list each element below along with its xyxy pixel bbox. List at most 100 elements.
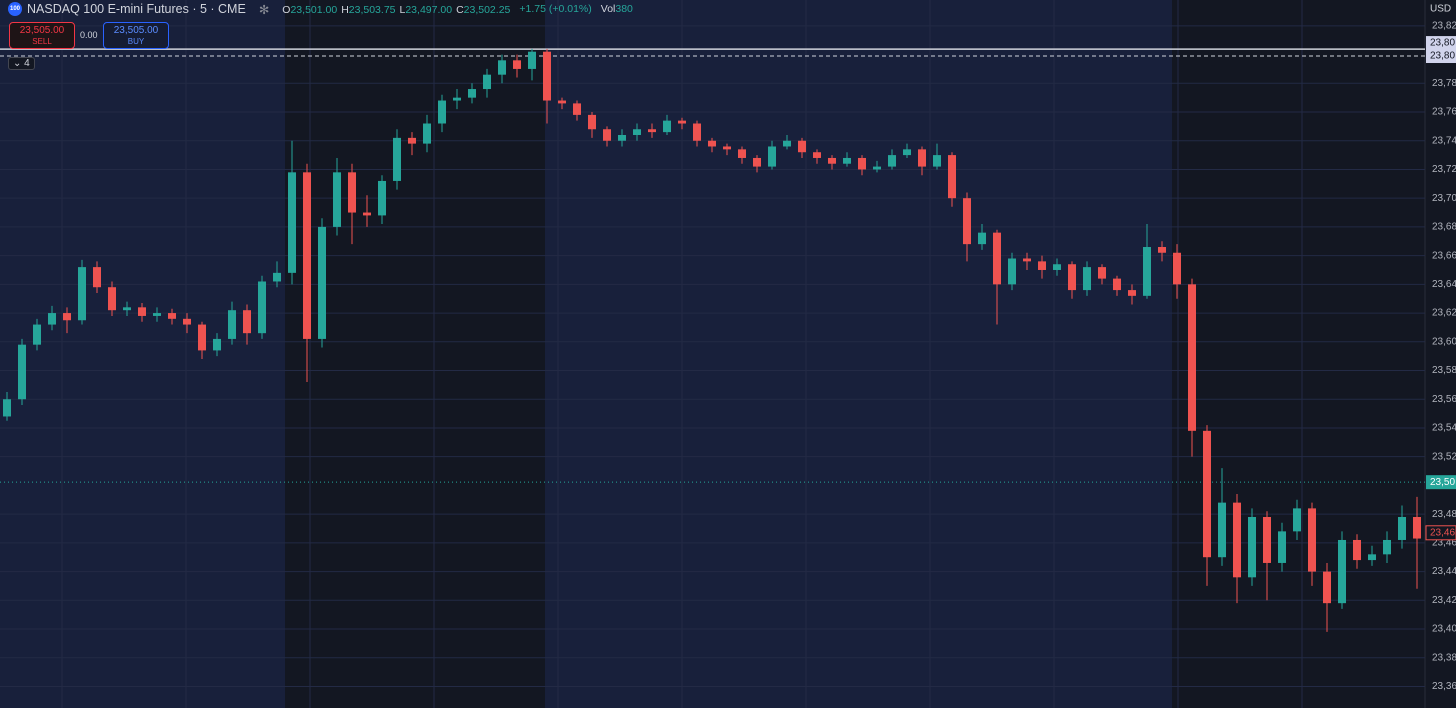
candle-body [1293,508,1301,532]
ohlc-key: L [399,4,406,16]
candle-body [813,152,821,158]
icon: ✻ [258,2,270,17]
candle-body [1008,258,1016,285]
candle-body [1128,290,1136,296]
candle-body [1023,258,1031,262]
candle-body [378,180,386,216]
candle-body [423,123,431,144]
candle-body [1113,278,1121,291]
candle-body [633,129,641,135]
currency: USD [1430,4,1451,15]
volume: 380 [615,3,633,15]
candle-body [618,134,626,141]
volume-label: Vol [600,3,616,15]
candle-body [828,157,836,164]
candle-body [288,172,296,273]
candle-body [1173,252,1181,285]
candle-body [1218,502,1226,558]
candle-body [108,287,116,311]
session-bg [545,0,1172,708]
candle-body [588,114,596,130]
y-tick-label: 23,36 [1432,681,1456,692]
candle-body [168,313,176,319]
y-tick-label: 23,46 [1432,537,1456,548]
symbol: NASDAQ 100 E-mini Futures · 5 · CME [27,2,246,16]
sell-label: SELL [32,36,52,46]
candle-body [33,324,41,345]
candle-body [138,307,146,316]
candle-body [438,100,446,124]
y-tick-label: 23,82 [1432,20,1456,31]
candle-body [1278,531,1286,563]
candle-body [768,146,776,167]
candle-body [1398,516,1406,540]
candle-body [1263,516,1271,563]
candle-body [123,307,131,311]
ohlc-value: 23,501.00 [290,4,338,16]
candle-body [1413,516,1421,539]
symbol-logo: 100 [8,2,22,16]
candle-body [873,166,881,170]
price-label-bg [1425,525,1456,541]
candle-body [408,137,416,144]
candle-body [1143,247,1151,296]
y-tick-label: 23,78 [1432,78,1456,89]
indicators-count: 4 [24,58,30,69]
candle-body [888,155,896,167]
candle-body [648,129,656,133]
candle-body [3,399,11,417]
candle-body [1233,502,1241,578]
candle-body [243,310,251,334]
price-label: 23,80 [1430,38,1455,49]
y-tick-label: 23,42 [1432,595,1456,606]
candle-body [318,226,326,339]
candle-body [48,313,56,325]
candle-body [963,198,971,245]
candle-body [1203,430,1211,558]
candle-body [933,155,941,167]
price-label-bg [1426,475,1456,490]
y-tick-label: 23,66 [1432,250,1456,261]
candle-body [603,129,611,141]
candle-body [93,267,101,288]
sell-button[interactable]: 23,505.00 SELL [9,22,75,49]
candle-body [978,232,986,245]
change: +1.75 (+0.01%) [519,3,592,15]
candle-body [1338,539,1346,604]
candle-body [1098,267,1106,279]
candle-body [528,51,536,69]
candle-body [993,232,1001,285]
price-label: 23,46 [1430,527,1455,538]
candle-body [738,149,746,158]
candle-body [1308,508,1316,572]
price-axis [1425,0,1456,708]
y-tick-label: 23,64 [1432,279,1456,290]
y-tick-label: 23,58 [1432,365,1456,376]
candle-body [513,60,521,69]
y-tick-label: 23,74 [1432,135,1456,146]
buy-button[interactable]: 23,505.00 BUY [103,22,169,49]
ohlc-value: 23,502.25 [463,4,511,16]
indicators-toggle[interactable]: ⌄ 4 [8,57,35,70]
candle-body [483,74,491,90]
candle-body [543,51,551,101]
ohlc: O23,501.00 H23,503.75 L23,497.00 C23,502.25 [282,2,514,16]
ohlc-value: 23,503.75 [348,4,396,16]
candle-body [348,172,356,213]
price-label-bg [1426,36,1456,51]
candle-body [1248,516,1256,578]
candle-body [198,324,206,351]
candle-body [843,157,851,164]
candle-body [453,97,461,101]
candle-body [78,267,86,321]
candle-body [663,120,671,133]
candle-body [18,344,26,400]
y-tick-label: 23,54 [1432,423,1456,434]
y-tick-label: 23,48 [1432,509,1456,520]
price-label: 23,50 [1430,477,1455,488]
y-tick-label: 23,56 [1432,394,1456,405]
price-label: 23,80 [1430,51,1455,62]
candle-body [1368,554,1376,561]
